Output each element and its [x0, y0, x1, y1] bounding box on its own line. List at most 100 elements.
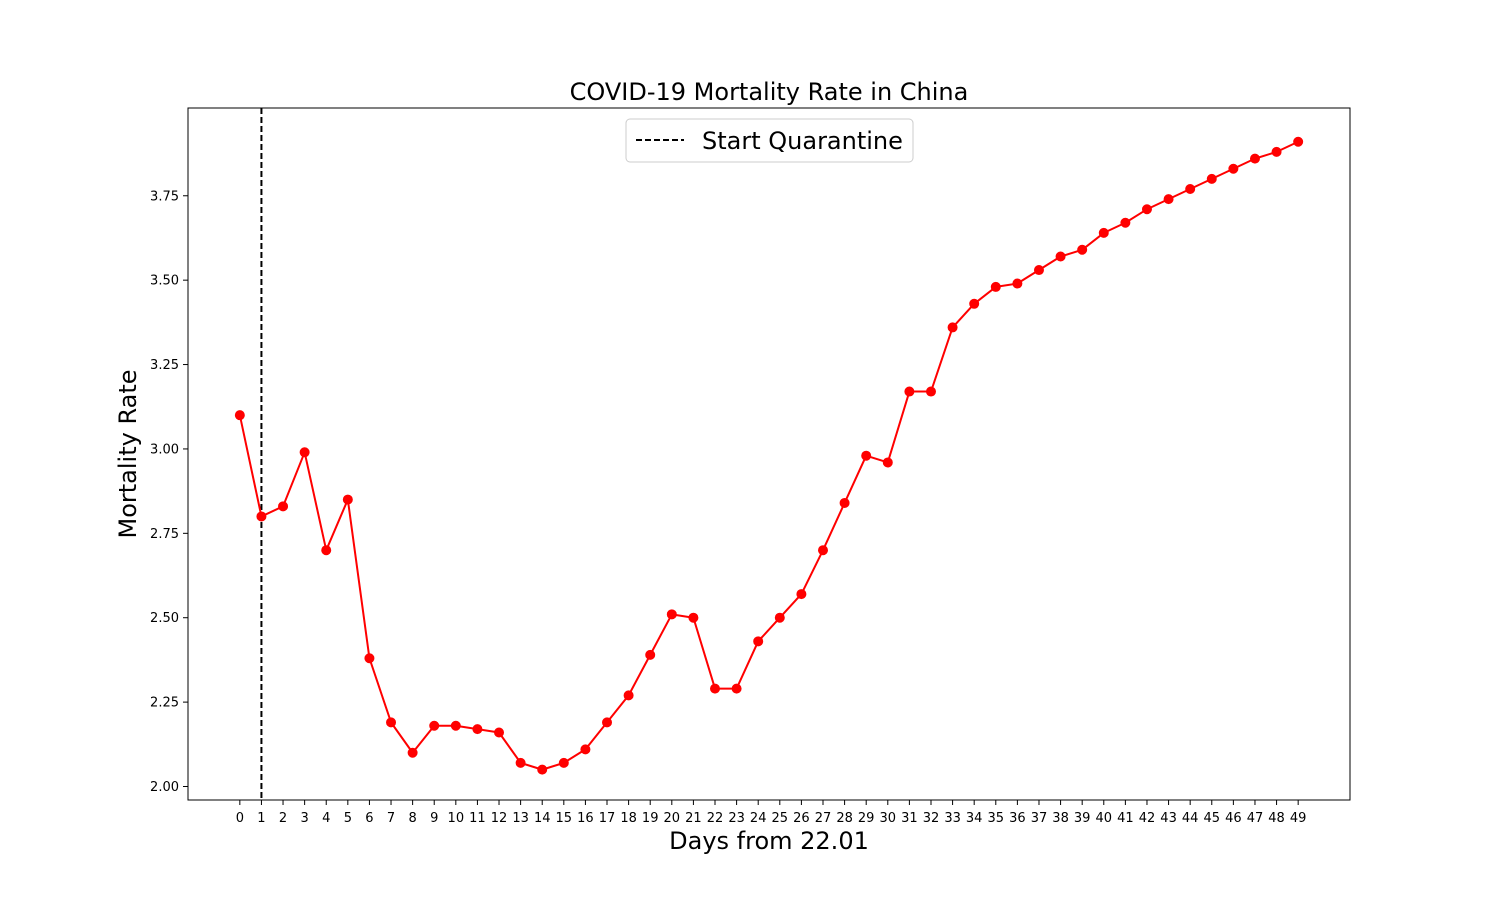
- data-point: [796, 589, 807, 600]
- data-point: [947, 322, 958, 333]
- plot-frame: [187, 107, 1351, 801]
- y-tick-label: 3.50: [150, 274, 179, 289]
- plot-area: 2.002.252.502.753.003.253.503.750 1 2 3 4 5 6 7…: [150, 108, 1306, 826]
- legend-entry-start-quarantine: Start Quarantine: [702, 127, 903, 155]
- data-point: [256, 511, 267, 522]
- data-point: [969, 298, 980, 309]
- data-point: [1271, 146, 1282, 157]
- data-point: [429, 720, 440, 731]
- legend-box: [625, 118, 914, 163]
- data-point: [1012, 278, 1023, 289]
- x-tick-label: 6: [365, 811, 373, 826]
- y-tick-label: 3.25: [150, 358, 179, 373]
- data-point: [645, 649, 656, 660]
- y-axis-label: Mortality Rate: [114, 370, 142, 539]
- data-point: [472, 724, 483, 735]
- data-point: [321, 545, 332, 556]
- x-tick-label: 12: [491, 811, 508, 826]
- x-tick-label: 46: [1225, 811, 1242, 826]
- x-tick-label: 47: [1247, 811, 1264, 826]
- data-point: [1249, 153, 1260, 164]
- x-tick-label: 23: [728, 811, 745, 826]
- x-tick-label: 15: [556, 811, 573, 826]
- data-point: [990, 281, 1001, 292]
- x-tick-label: 11: [469, 811, 486, 826]
- x-tick-label: 24: [750, 811, 767, 826]
- x-tick-label: 28: [836, 811, 853, 826]
- x-tick-label: 4: [322, 811, 330, 826]
- data-point: [580, 744, 591, 755]
- x-tick-label: 34: [966, 811, 983, 826]
- x-tick-label: 42: [1139, 811, 1156, 826]
- x-tick-label: 38: [1052, 811, 1069, 826]
- data-point: [753, 636, 764, 647]
- x-tick-label: 31: [901, 811, 918, 826]
- y-tick-label: 2.75: [150, 527, 179, 542]
- x-tick-label: 13: [512, 811, 529, 826]
- x-tick-label: 22: [707, 811, 724, 826]
- x-tick-label: 43: [1160, 811, 1177, 826]
- data-point: [1077, 244, 1088, 255]
- data-point: [774, 612, 785, 623]
- data-point: [278, 501, 289, 512]
- x-tick-label: 35: [988, 811, 1005, 826]
- x-tick-label: 37: [1031, 811, 1048, 826]
- data-point: [817, 545, 828, 556]
- data-point: [623, 690, 634, 701]
- data-point: [1098, 227, 1109, 238]
- data-point: [386, 717, 397, 728]
- x-tick-label: 5: [344, 811, 352, 826]
- x-tick-label: 33: [944, 811, 961, 826]
- data-point: [710, 683, 721, 694]
- x-tick-label: 1: [257, 811, 265, 826]
- x-tick-label: 26: [793, 811, 810, 826]
- x-tick-label: 2: [279, 811, 287, 826]
- data-point: [1055, 251, 1066, 262]
- x-tick-label: 17: [599, 811, 616, 826]
- x-tick-label: 7: [387, 811, 395, 826]
- x-tick-label: 45: [1203, 811, 1220, 826]
- y-tick-label: 2.00: [150, 780, 179, 795]
- data-point: [299, 447, 310, 458]
- data-point: [450, 720, 461, 731]
- data-point: [1033, 265, 1044, 276]
- x-tick-label: 10: [448, 811, 465, 826]
- x-tick-label: 8: [408, 811, 416, 826]
- data-point: [1185, 184, 1196, 195]
- x-tick-label: 14: [534, 811, 551, 826]
- data-point: [515, 757, 526, 768]
- x-tick-label: 16: [577, 811, 594, 826]
- y-tick-label: 3.00: [150, 442, 179, 457]
- x-tick-label: 20: [664, 811, 681, 826]
- chart-title: COVID-19 Mortality Rate in China: [570, 78, 969, 106]
- data-point: [234, 410, 245, 421]
- x-tick-label: 49: [1290, 811, 1307, 826]
- data-point: [861, 450, 872, 461]
- data-point: [1120, 217, 1131, 228]
- data-point: [1206, 173, 1217, 184]
- x-tick-label: 30: [880, 811, 897, 826]
- data-point: [688, 612, 699, 623]
- x-tick-label: 44: [1182, 811, 1199, 826]
- data-point: [407, 747, 418, 758]
- data-point: [537, 764, 548, 775]
- x-tick-label: 27: [815, 811, 832, 826]
- y-tick-label: 2.25: [150, 696, 179, 711]
- data-point: [494, 727, 505, 738]
- x-tick-label: 39: [1074, 811, 1091, 826]
- data-point: [364, 653, 375, 664]
- data-point: [1293, 136, 1304, 147]
- data-point: [839, 497, 850, 508]
- legend: Start Quarantine: [625, 118, 914, 163]
- data-point: [1141, 204, 1152, 215]
- data-point: [904, 386, 915, 397]
- x-tick-label: 41: [1117, 811, 1134, 826]
- x-tick-label: 32: [923, 811, 940, 826]
- x-tick-label: 40: [1096, 811, 1113, 826]
- x-tick-label: 19: [642, 811, 659, 826]
- x-tick-label: 9: [430, 811, 438, 826]
- y-tick-label: 3.75: [150, 189, 179, 204]
- x-tick-label: 0: [236, 811, 244, 826]
- data-point: [882, 457, 893, 468]
